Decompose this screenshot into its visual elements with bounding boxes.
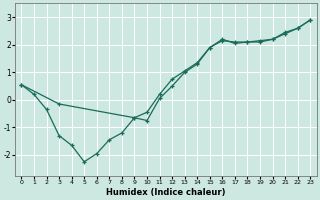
- X-axis label: Humidex (Indice chaleur): Humidex (Indice chaleur): [106, 188, 226, 197]
